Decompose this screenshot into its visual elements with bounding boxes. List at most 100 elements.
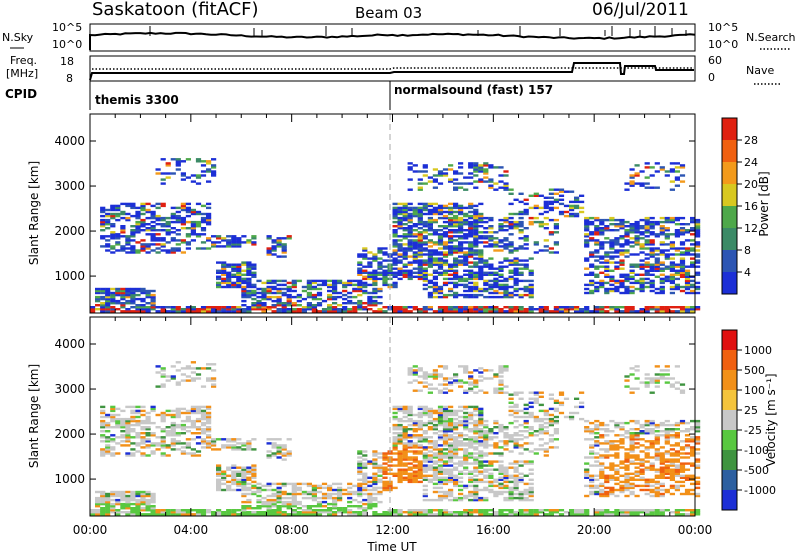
heatmap-cell: [629, 168, 635, 171]
heatmap-cell: [453, 310, 459, 313]
heatmap-cell: [629, 180, 635, 183]
heatmap-cell: [110, 308, 116, 311]
heatmap-cell: [553, 227, 559, 230]
heatmap-cell: [130, 509, 136, 512]
heatmap-cell: [417, 470, 423, 473]
heatmap-cell: [508, 511, 514, 514]
heatmap-cell: [130, 423, 136, 427]
heatmap-cell: [125, 490, 131, 494]
heatmap-cell: [417, 231, 423, 234]
heatmap-cell: [574, 214, 580, 218]
heatmap-cell: [427, 223, 433, 226]
heatmap-cell: [584, 438, 590, 441]
heatmap-cell: [690, 283, 696, 287]
heatmap-cell: [508, 269, 514, 272]
heatmap-cell: [231, 474, 237, 477]
heatmap-cell: [684, 231, 691, 234]
heatmap-cell: [185, 214, 191, 218]
heatmap-cell: [130, 202, 136, 206]
heatmap-cell: [316, 500, 323, 504]
heatmap-cell: [437, 289, 444, 293]
heatmap-cell: [448, 421, 454, 425]
heatmap-cell: [226, 440, 232, 443]
heatmap-cell: [629, 367, 635, 370]
heatmap-cell: [432, 174, 438, 177]
heatmap-cell: [448, 498, 454, 502]
heatmap-cell: [110, 509, 116, 512]
heatmap-cell: [372, 466, 378, 469]
heatmap-cell: [387, 269, 393, 272]
heatmap-cell: [548, 393, 554, 396]
heatmap-cell: [458, 421, 464, 425]
heatmap-cell: [211, 245, 217, 248]
heatmap-cell: [286, 308, 292, 311]
heatmap-cell: [105, 446, 111, 449]
heatmap-cell: [604, 267, 610, 270]
heatmap-cell: [412, 472, 418, 475]
heatmap-cell: [160, 511, 166, 514]
heatmap-cell: [140, 440, 146, 443]
heatmap-cell: [594, 287, 600, 291]
heatmap-cell: [518, 310, 524, 313]
heatmap-cell: [473, 271, 479, 274]
heatmap-cell: [95, 295, 101, 299]
heatmap-cell: [311, 287, 317, 291]
heatmap-cell: [619, 235, 625, 238]
heatmap-cell: [397, 216, 403, 220]
heatmap-cell: [236, 239, 242, 242]
heatmap-cell: [422, 509, 428, 512]
heatmap-cell: [478, 166, 484, 169]
heatmap-cell: [629, 241, 635, 244]
heatmap-cell: [644, 261, 650, 264]
heatmap-cell: [437, 454, 444, 457]
heatmap-cell: [669, 273, 675, 276]
heatmap-cell: [493, 484, 499, 488]
heatmap-cell: [498, 486, 504, 490]
heatmap-cell: [437, 423, 444, 427]
heatmap-cell: [316, 511, 323, 514]
heatmap-cell: [604, 306, 610, 309]
heatmap-cell: [498, 490, 504, 494]
heatmap-cell: [528, 462, 534, 465]
velocity-heatmap: [90, 361, 701, 516]
heatmap-cell: [337, 511, 343, 514]
heatmap-cell: [377, 480, 383, 484]
heatmap-cell: [604, 490, 610, 494]
heatmap-cell: [448, 225, 454, 228]
heatmap-cell: [190, 426, 196, 429]
heatmap-cell: [281, 458, 287, 461]
heatmap-cell: [649, 255, 655, 258]
heatmap-cell: [417, 450, 423, 453]
heatmap-cell: [226, 446, 232, 449]
heatmap-cell: [276, 279, 282, 283]
heatmap-cell: [155, 365, 161, 368]
heatmap-cell: [624, 233, 630, 236]
heatmap-cell: [659, 249, 665, 252]
heatmap-cell: [125, 417, 131, 421]
heatmap-cell: [402, 438, 408, 441]
heatmap-cell: [442, 490, 449, 494]
heatmap-cell: [402, 446, 408, 449]
heatmap-cell: [538, 430, 544, 433]
heatmap-cell: [211, 440, 217, 443]
heatmap-cell: [382, 484, 388, 488]
heatmap-cell: [130, 454, 136, 457]
heatmap-cell: [206, 363, 212, 366]
heatmap-cell: [281, 511, 287, 514]
heatmap-cell: [478, 496, 484, 500]
heatmap-cell: [306, 283, 312, 287]
heatmap-cell: [180, 220, 186, 224]
heatmap-cell: [463, 176, 469, 179]
heatmap-cell: [226, 444, 232, 447]
heatmap-cell: [594, 218, 600, 222]
heatmap-cell: [160, 411, 166, 415]
heatmap-cell: [397, 218, 403, 222]
heatmap-cell: [543, 306, 549, 309]
heatmap-cell: [190, 229, 196, 232]
heatmap-cell: [684, 281, 691, 285]
heatmap-cell: [579, 401, 585, 404]
heatmap-cell: [609, 283, 615, 287]
heatmap-cell: [453, 444, 459, 447]
heatmap-cell: [291, 486, 297, 490]
heatmap-cell: [236, 488, 242, 492]
